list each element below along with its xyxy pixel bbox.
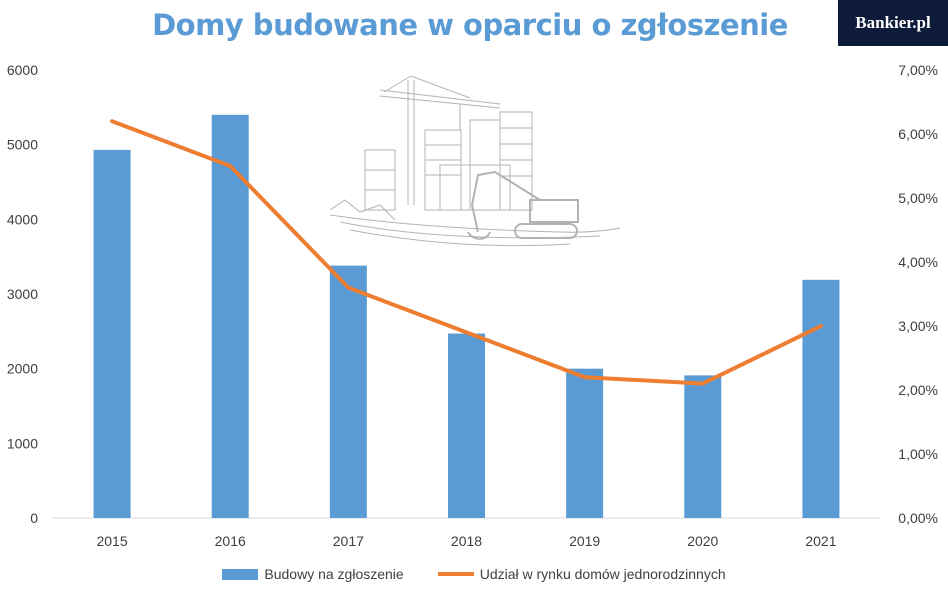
- y-right-tick-label: 3,00%: [898, 318, 938, 334]
- y-right-tick-label: 7,00%: [898, 62, 938, 78]
- y-axis-right: 0,00% 1,00% 2,00% 3,00% 4,00% 5,00% 6,00% 7,00%: [898, 62, 938, 526]
- y-right-tick-label: 2,00%: [898, 382, 938, 398]
- legend-line-label: Udział w rynku domów jednorodzinnych: [479, 566, 726, 582]
- legend-item-bars: Budowy na zgłoszenie: [222, 566, 404, 582]
- x-tick-label: 2021: [805, 533, 836, 549]
- legend-line-swatch: [437, 572, 474, 576]
- y-axis-left: 0 1000 2000 3000 4000 5000 6000: [7, 62, 38, 526]
- x-tick-label: 2016: [215, 533, 246, 549]
- bankier-logo: Bankier.pl: [838, 0, 948, 46]
- x-tick-label: 2018: [451, 533, 482, 549]
- y-left-tick-label: 2000: [7, 361, 38, 377]
- y-left-tick-label: 3000: [7, 286, 38, 302]
- bar-2015: [93, 149, 131, 519]
- x-tick-label: 2015: [96, 533, 127, 549]
- bar-2019: [566, 368, 604, 518]
- y-right-tick-label: 4,00%: [898, 254, 938, 270]
- y-left-tick-label: 6000: [7, 62, 38, 78]
- construction-site-sketch-icon: [329, 75, 621, 247]
- legend-bar-label: Budowy na zgłoszenie: [264, 566, 404, 582]
- bar-2021: [802, 279, 840, 518]
- bar-2016: [211, 114, 249, 519]
- x-tick-label: 2019: [569, 533, 600, 549]
- y-left-tick-label: 0: [30, 510, 38, 526]
- y-left-tick-label: 5000: [7, 137, 38, 153]
- x-tick-label: 2020: [687, 533, 718, 549]
- y-right-tick-label: 1,00%: [898, 446, 938, 462]
- y-right-tick-label: 0,00%: [898, 510, 938, 526]
- bar-series: [93, 114, 840, 519]
- chart-title: Domy budowane w oparciu o zgłoszenie: [152, 8, 788, 42]
- x-axis: 2015 2016 2017 2018 2019 2020 2021: [96, 533, 836, 549]
- legend-bar-swatch: [222, 568, 259, 580]
- x-tick-label: 2017: [333, 533, 364, 549]
- legend-item-line: Udział w rynku domów jednorodzinnych: [437, 566, 726, 582]
- y-left-tick-label: 4000: [7, 211, 38, 227]
- y-left-tick-label: 1000: [7, 435, 38, 451]
- bar-2018: [448, 333, 485, 518]
- line-series: [110, 119, 823, 386]
- y-right-tick-label: 6,00%: [898, 126, 938, 142]
- bar-2020: [684, 375, 722, 518]
- bar-2017: [329, 265, 367, 518]
- y-right-tick-label: 5,00%: [898, 190, 938, 206]
- chart-legend: Budowy na zgłoszenie Udział w rynku domó…: [0, 566, 948, 582]
